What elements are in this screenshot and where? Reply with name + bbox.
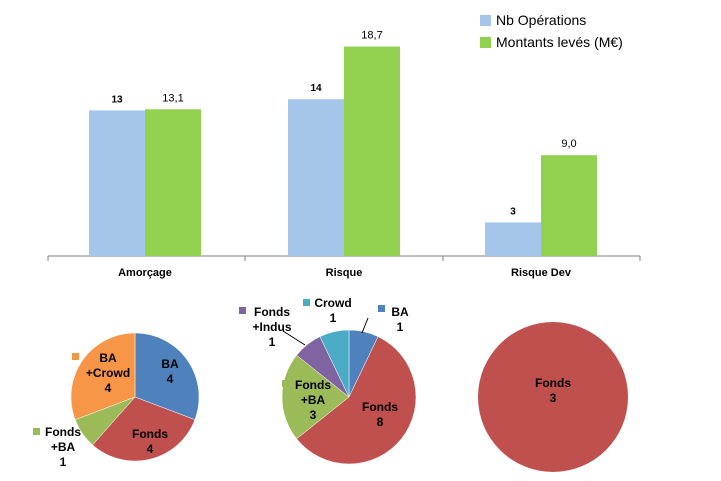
x-tick-label-0: Amorçage [118, 267, 172, 279]
legend-swatch-1 [480, 37, 491, 48]
pie1-label-3-2: 4 [105, 381, 112, 395]
bar-montants-1 [344, 46, 400, 257]
pie2-slice-1 [296, 336, 417, 465]
pie1-label-3-0: BA [99, 351, 117, 365]
pie1-marker-2 [33, 428, 40, 435]
pie2-label-0-1: 1 [397, 320, 404, 334]
pie2-slice-4 [319, 329, 350, 398]
pie2-marker-2 [282, 380, 289, 387]
pie3-label-0-1: 3 [550, 391, 557, 405]
pie1-label-2-0: Fonds [45, 425, 81, 439]
pie1-label-2-1: +BA [51, 440, 76, 454]
pie1-label-1-1: 4 [147, 442, 154, 456]
pie1-label-0-0: BA [161, 357, 179, 371]
pie2-label-4-0: Crowd [314, 296, 351, 310]
legend-label-1: Montants levés (M€) [496, 34, 623, 50]
bar-nb-1 [288, 99, 344, 256]
pie2-marker-3 [239, 307, 246, 314]
pie2-label-0-0: BA [391, 305, 409, 319]
data-label-nb-0: 13 [111, 94, 123, 105]
bar-nb-2 [485, 222, 541, 256]
pie2-label-3-0: Fonds [254, 305, 290, 319]
pie1-label-1-0: Fonds [132, 427, 168, 441]
pie2-label-2-1: +BA [301, 393, 326, 407]
pie2-marker-4 [303, 299, 310, 306]
x-tick-label-1: Risque [326, 267, 363, 279]
pie2-label-3-2: 1 [269, 335, 276, 349]
data-label-montant-2: 9,0 [561, 138, 576, 150]
pie1-label-2-2: 1 [60, 455, 67, 469]
pie1-marker-3 [72, 353, 79, 360]
data-label-montant-1: 18,7 [361, 30, 382, 42]
pie2-label-2-2: 3 [310, 408, 317, 422]
pie2-label-2-0: Fonds [295, 378, 331, 392]
data-label-montant-0: 13,1 [162, 92, 183, 104]
pie1-label-3-1: +Crowd [86, 366, 130, 380]
data-label-nb-1: 14 [310, 83, 322, 94]
pie3-slice-0 [478, 322, 628, 472]
legend-label-0: Nb Opérations [496, 12, 586, 28]
pie2-label-1-0: Fonds [362, 400, 398, 414]
bar-montants-0 [145, 109, 201, 256]
pie2-slice-2 [281, 354, 350, 440]
pie2-label-4-1: 1 [330, 311, 337, 325]
legend-swatch-0 [480, 15, 491, 26]
pie2-leader-0 [361, 317, 369, 334]
bar-montants-2 [541, 155, 597, 256]
x-tick-label-2: Risque Dev [511, 267, 572, 279]
pie3-label-0-0: Fonds [535, 376, 571, 390]
pie2-label-3-1: +Indus [252, 320, 291, 334]
pie1-slice-0 [134, 332, 200, 421]
pie1-slice-1 [92, 396, 196, 462]
pie2-label-1-1: 8 [377, 415, 384, 429]
pie1-label-0-1: 4 [167, 372, 174, 386]
bar-nb-0 [89, 110, 145, 257]
data-label-nb-2: 3 [510, 206, 516, 217]
pie2-marker-0 [378, 305, 385, 312]
pie2-leader-3 [282, 330, 306, 346]
pie1-slice-3 [70, 332, 136, 421]
